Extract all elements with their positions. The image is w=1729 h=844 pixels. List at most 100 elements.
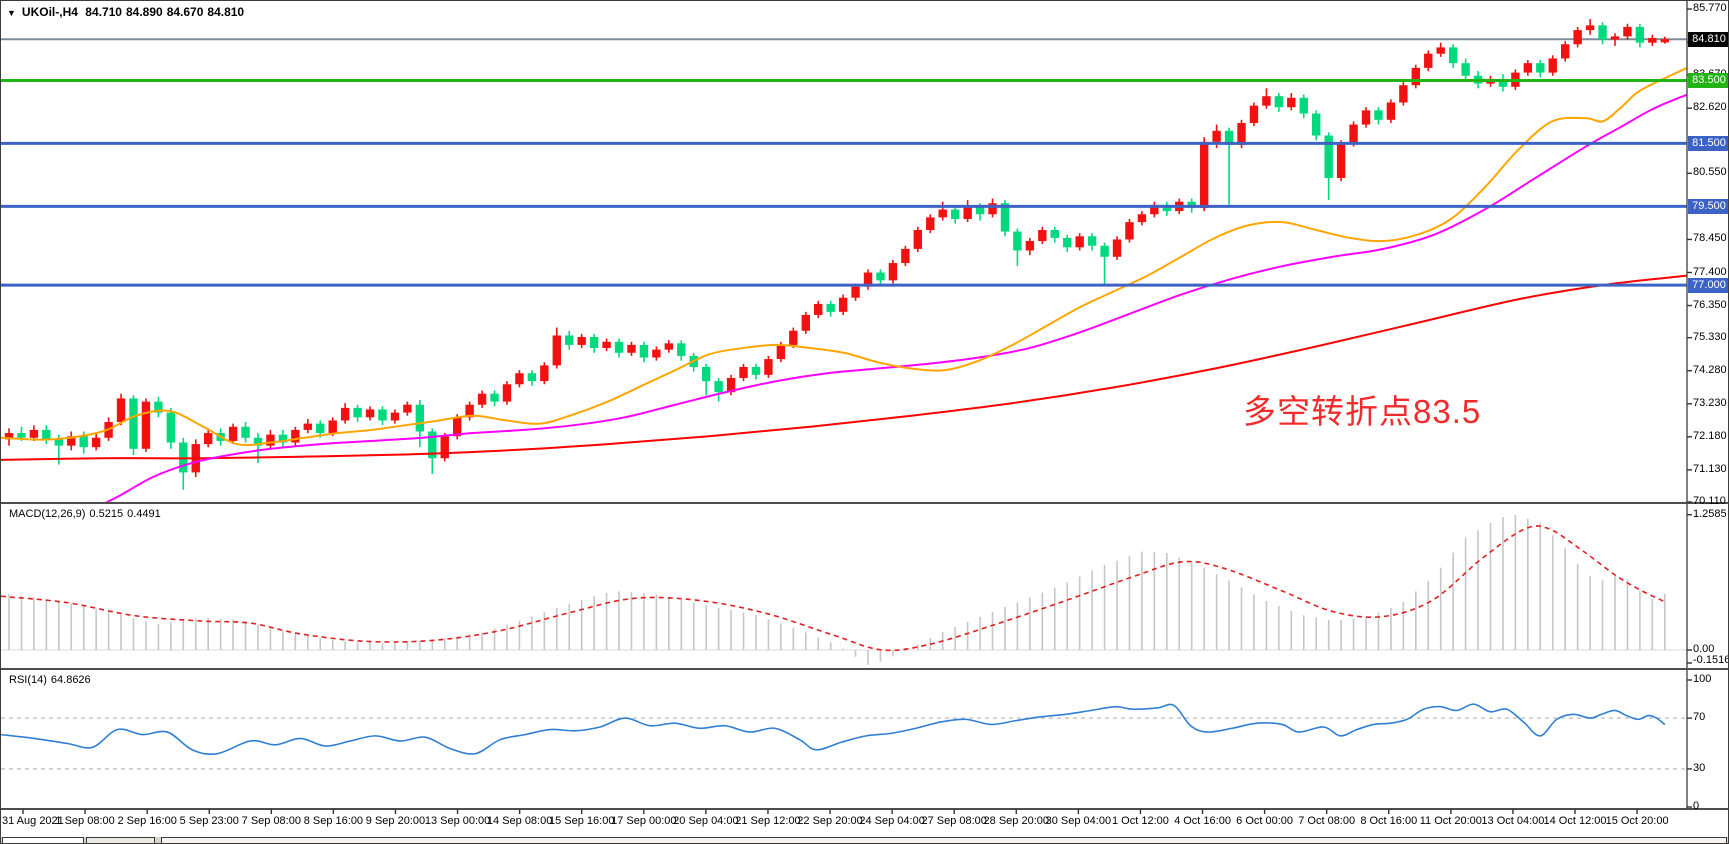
candle-body	[1424, 53, 1433, 68]
macd-axis-label: 0.00	[1693, 643, 1715, 655]
candle-body	[1125, 222, 1134, 240]
candle-body	[1399, 85, 1408, 103]
candle-body	[1000, 203, 1010, 232]
candle-body	[166, 412, 176, 443]
candle-body	[1312, 113, 1321, 136]
x-axis-label: 13 Oct 04:00	[1481, 815, 1545, 827]
candle-body	[1561, 44, 1570, 59]
candle-body	[664, 343, 674, 350]
x-axis-label: 14 Sep 08:00	[486, 815, 553, 827]
candle-body	[963, 206, 972, 219]
candle-body	[515, 373, 524, 385]
candle-body	[465, 404, 474, 418]
x-axis-label: 1 Sep 08:00	[55, 815, 115, 827]
rsi-indicator-label: RSI(14) 64.8626	[9, 674, 91, 686]
candle-body	[42, 429, 51, 440]
candle-body	[913, 230, 923, 249]
candle-body	[415, 404, 425, 432]
rsi-axis-label: 30	[1693, 761, 1706, 774]
chart-annotation-text: 多空转折点83.5	[1243, 393, 1482, 430]
symbol-timeframe: UKOil-,H4	[21, 5, 78, 19]
candle-body	[403, 404, 412, 413]
candle-body	[91, 437, 101, 448]
macd-axis-label: 1.2585	[1693, 507, 1727, 520]
candle-body	[1324, 135, 1333, 179]
candle-body	[54, 439, 63, 446]
candle-body	[1336, 143, 1346, 179]
ohlc-close: 84.810	[207, 5, 245, 19]
x-axis-label: 31 Aug 2021	[2, 815, 64, 827]
x-axis-label: 4 Oct 16:00	[1174, 815, 1231, 827]
candle-body	[1523, 63, 1533, 73]
x-axis-label: 2 Sep 16:00	[117, 815, 177, 827]
candle-body	[1461, 63, 1470, 76]
x-axis-label: 20 Sep 04:00	[673, 815, 739, 827]
candle-body	[527, 373, 537, 382]
candle-body	[1648, 37, 1657, 43]
ohlc-low: 84.670	[166, 5, 204, 19]
candle-body	[614, 341, 624, 353]
ohlc-open: 84.710	[85, 5, 122, 19]
candle-body	[876, 272, 885, 281]
rsi-panel	[1, 703, 1687, 770]
chart-tab[interactable]	[2, 837, 84, 843]
candle-body	[154, 401, 163, 413]
candle-body	[1050, 230, 1059, 238]
x-axis-label: 30 Sep 04:00	[1045, 815, 1112, 827]
candle-body	[1287, 97, 1296, 108]
candle-body	[565, 335, 574, 345]
candle-body	[1349, 124, 1358, 144]
candle-body	[1162, 204, 1172, 212]
candle-body	[278, 434, 288, 443]
candle-body	[926, 217, 935, 230]
macd-indicator-label: MACD(12,26,9) 0.5215 0.4491	[9, 508, 161, 520]
candle-body	[1386, 102, 1396, 120]
candle-body	[652, 349, 661, 358]
candle-body	[901, 248, 910, 264]
price-tick-label: 77.400	[1693, 265, 1727, 278]
rsi-axis-label: 0	[1693, 800, 1700, 812]
candle-body	[203, 433, 213, 445]
price-tick-label: 76.350	[1693, 298, 1727, 311]
candle-body	[1262, 96, 1271, 106]
price-tick-label: 72.180	[1693, 429, 1727, 442]
candle-body	[751, 366, 761, 375]
x-axis-label: 24 Sep 04:00	[859, 815, 925, 827]
candle-body	[353, 407, 362, 418]
symbol-dropdown-icon[interactable]: ▼	[7, 8, 16, 18]
price-tick-label: 85.770	[1693, 2, 1727, 14]
price-tick-label: 71.130	[1693, 462, 1727, 475]
candle-body	[365, 409, 375, 418]
candle-body	[17, 433, 26, 438]
candle-body	[701, 366, 711, 382]
candle-body	[1087, 236, 1097, 246]
candle-body	[228, 426, 238, 441]
candle-body	[316, 423, 325, 434]
candle-body	[1075, 236, 1084, 248]
candle-body	[29, 429, 39, 438]
candle-body	[1100, 245, 1109, 257]
chart-tab[interactable]	[86, 837, 155, 843]
candle-body	[328, 420, 337, 434]
main-chart-panel	[1, 19, 1687, 502]
chart-tab-area[interactable]	[161, 837, 1727, 843]
candle-body	[1112, 239, 1122, 257]
candle-body	[988, 203, 997, 215]
rsi-line	[1, 703, 1666, 755]
x-axis-label: 11 Oct 20:00	[1419, 815, 1482, 827]
price-level-box: 81.500	[1688, 135, 1728, 151]
candle-body	[1436, 47, 1445, 54]
candle-body	[589, 337, 599, 349]
candle-body	[1585, 25, 1595, 31]
candle-body	[1448, 47, 1458, 64]
candle-body	[1237, 122, 1246, 145]
candle-body	[428, 431, 437, 459]
candle-body	[1199, 141, 1209, 208]
candle-body	[1623, 26, 1632, 37]
candle-body	[1137, 214, 1147, 223]
price-tick-label: 74.280	[1693, 363, 1727, 376]
candle-body	[764, 359, 773, 375]
candle-body	[340, 407, 350, 421]
